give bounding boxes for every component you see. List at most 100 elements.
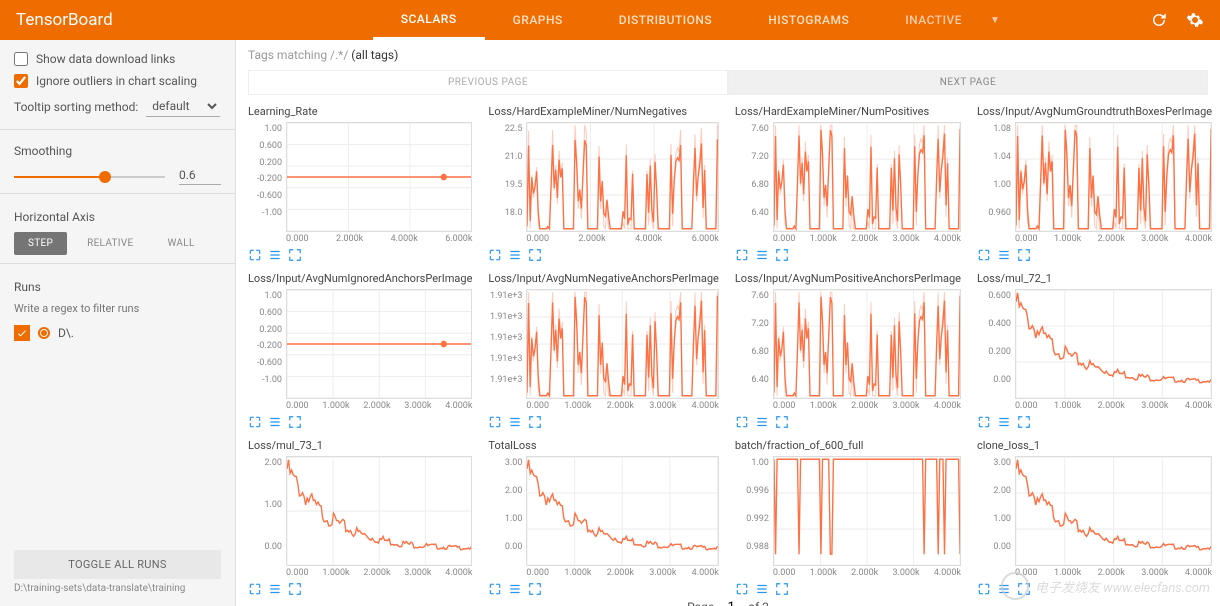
chart-actions <box>488 582 718 596</box>
expand-icon[interactable] <box>248 415 262 429</box>
chart-title: Learning_Rate <box>248 105 472 118</box>
expand-icon[interactable] <box>248 248 262 262</box>
list-icon[interactable] <box>508 248 522 262</box>
expand-icon[interactable] <box>248 582 262 596</box>
refresh-icon[interactable] <box>1150 11 1168 29</box>
list-icon[interactable] <box>755 248 769 262</box>
fullscreen-icon[interactable] <box>288 415 302 429</box>
expand-icon[interactable] <box>977 582 991 596</box>
plot-area[interactable] <box>526 456 718 566</box>
list-icon[interactable] <box>268 582 282 596</box>
list-icon[interactable] <box>268 248 282 262</box>
chart-title: TotalLoss <box>488 439 718 452</box>
tags-matching: Tags matching /.*/ (all tags) <box>248 48 1208 62</box>
chart-title: Loss/Input/AvgNumPositiveAnchorsPerImage <box>735 272 961 285</box>
page-input[interactable] <box>717 600 745 606</box>
chart-card: batch/fraction_of_600_full 1.000.9960.99… <box>735 439 961 596</box>
list-icon[interactable] <box>997 248 1011 262</box>
list-icon[interactable] <box>997 415 1011 429</box>
chart-card: Loss/mul_73_1 2.001.000.00 0.0001.000k2.… <box>248 439 472 596</box>
y-axis: 3.002.001.000.00 <box>977 456 1015 566</box>
chart-actions <box>248 248 472 262</box>
tab-distributions[interactable]: DISTRIBUTIONS <box>591 0 740 40</box>
chart-actions <box>977 248 1212 262</box>
list-icon[interactable] <box>755 582 769 596</box>
fullscreen-icon[interactable] <box>528 248 542 262</box>
sidebar: Show data download links Ignore outliers… <box>0 40 236 606</box>
x-axis: 0.0001.000k2.000k3.000k4.000k <box>286 399 472 411</box>
expand-icon[interactable] <box>488 582 502 596</box>
x-axis: 0.0001.000k2.000k3.000k4.000k <box>286 566 472 578</box>
fullscreen-icon[interactable] <box>528 582 542 596</box>
plot-area[interactable] <box>1015 456 1212 566</box>
plot-area[interactable] <box>286 289 472 399</box>
expand-icon[interactable] <box>977 415 991 429</box>
tab-scalars[interactable]: SCALARS <box>373 0 485 40</box>
fullscreen-icon[interactable] <box>528 415 542 429</box>
y-axis: 7.607.206.806.40 <box>735 289 773 399</box>
prev-page-button[interactable]: PREVIOUS PAGE <box>248 70 728 95</box>
fullscreen-icon[interactable] <box>775 415 789 429</box>
expand-icon[interactable] <box>488 248 502 262</box>
logo: TensorBoard <box>16 10 113 30</box>
tooltip-sort-label: Tooltip sorting method: <box>14 100 138 114</box>
content: Tags matching /.*/ (all tags) PREVIOUS P… <box>236 40 1220 606</box>
haxis-relative[interactable]: RELATIVE <box>73 232 147 255</box>
plot-area[interactable] <box>773 122 961 232</box>
fullscreen-icon[interactable] <box>1017 248 1031 262</box>
plot-area[interactable] <box>526 122 718 232</box>
y-axis: 2.001.000.00 <box>248 456 286 566</box>
tooltip-sort-select[interactable]: default <box>146 96 220 117</box>
show-download-checkbox[interactable] <box>14 52 28 66</box>
expand-icon[interactable] <box>735 582 749 596</box>
gear-icon[interactable] <box>1186 11 1204 29</box>
plot-area[interactable] <box>526 289 718 399</box>
chart-actions <box>248 415 472 429</box>
haxis-step[interactable]: STEP <box>14 232 67 255</box>
plot-area[interactable] <box>1015 122 1212 232</box>
fullscreen-icon[interactable] <box>1017 415 1031 429</box>
chart-title: Loss/HardExampleMiner/NumPositives <box>735 105 961 118</box>
fullscreen-icon[interactable] <box>775 582 789 596</box>
smoothing-label: Smoothing <box>14 144 221 158</box>
plot-area[interactable] <box>773 456 961 566</box>
chart-title: clone_loss_1 <box>977 439 1212 452</box>
list-icon[interactable] <box>268 415 282 429</box>
x-axis: 0.0001.000k2.000k3.000k4.000k <box>526 566 718 578</box>
run-radio[interactable] <box>38 327 50 339</box>
tab-histograms[interactable]: HISTOGRAMS <box>740 0 877 40</box>
y-axis: 0.6000.4000.2000.00 <box>977 289 1015 399</box>
plot-area[interactable] <box>286 122 472 232</box>
haxis-wall[interactable]: WALL <box>153 232 208 255</box>
tab-inactive[interactable]: INACTIVE▼ <box>877 0 1028 40</box>
x-axis: 0.0002.000k4.000k6.000k <box>526 232 718 244</box>
header-icons <box>1150 11 1204 29</box>
expand-icon[interactable] <box>735 415 749 429</box>
y-axis: 22.521.019.518.0 <box>488 122 526 232</box>
plot-area[interactable] <box>286 456 472 566</box>
expand-icon[interactable] <box>977 248 991 262</box>
list-icon[interactable] <box>508 582 522 596</box>
smoothing-slider[interactable]: 0.6 <box>14 168 221 185</box>
fullscreen-icon[interactable] <box>288 582 302 596</box>
tab-graphs[interactable]: GRAPHS <box>485 0 591 40</box>
plot-area[interactable] <box>773 289 961 399</box>
list-icon[interactable] <box>755 415 769 429</box>
chart-card: Loss/HardExampleMiner/NumPositives 7.607… <box>735 105 961 262</box>
next-page-button[interactable]: NEXT PAGE <box>728 70 1208 95</box>
fullscreen-icon[interactable] <box>288 248 302 262</box>
plot-area[interactable] <box>1015 289 1212 399</box>
chart-actions <box>735 415 961 429</box>
runs-filter-input[interactable] <box>14 300 221 317</box>
chart-card: Learning_Rate 1.000.6000.200-0.200-0.600… <box>248 105 472 262</box>
smoothing-value[interactable]: 0.6 <box>179 168 221 185</box>
chart-title: Loss/Input/AvgNumGroundtruthBoxesPerImag… <box>977 105 1212 118</box>
expand-icon[interactable] <box>735 248 749 262</box>
run-checkbox[interactable] <box>14 325 30 341</box>
ignore-outliers-checkbox[interactable] <box>14 74 28 88</box>
run-row[interactable]: D\. <box>14 325 221 341</box>
fullscreen-icon[interactable] <box>775 248 789 262</box>
expand-icon[interactable] <box>488 415 502 429</box>
list-icon[interactable] <box>508 415 522 429</box>
toggle-all-runs-button[interactable]: TOGGLE ALL RUNS <box>14 550 221 579</box>
